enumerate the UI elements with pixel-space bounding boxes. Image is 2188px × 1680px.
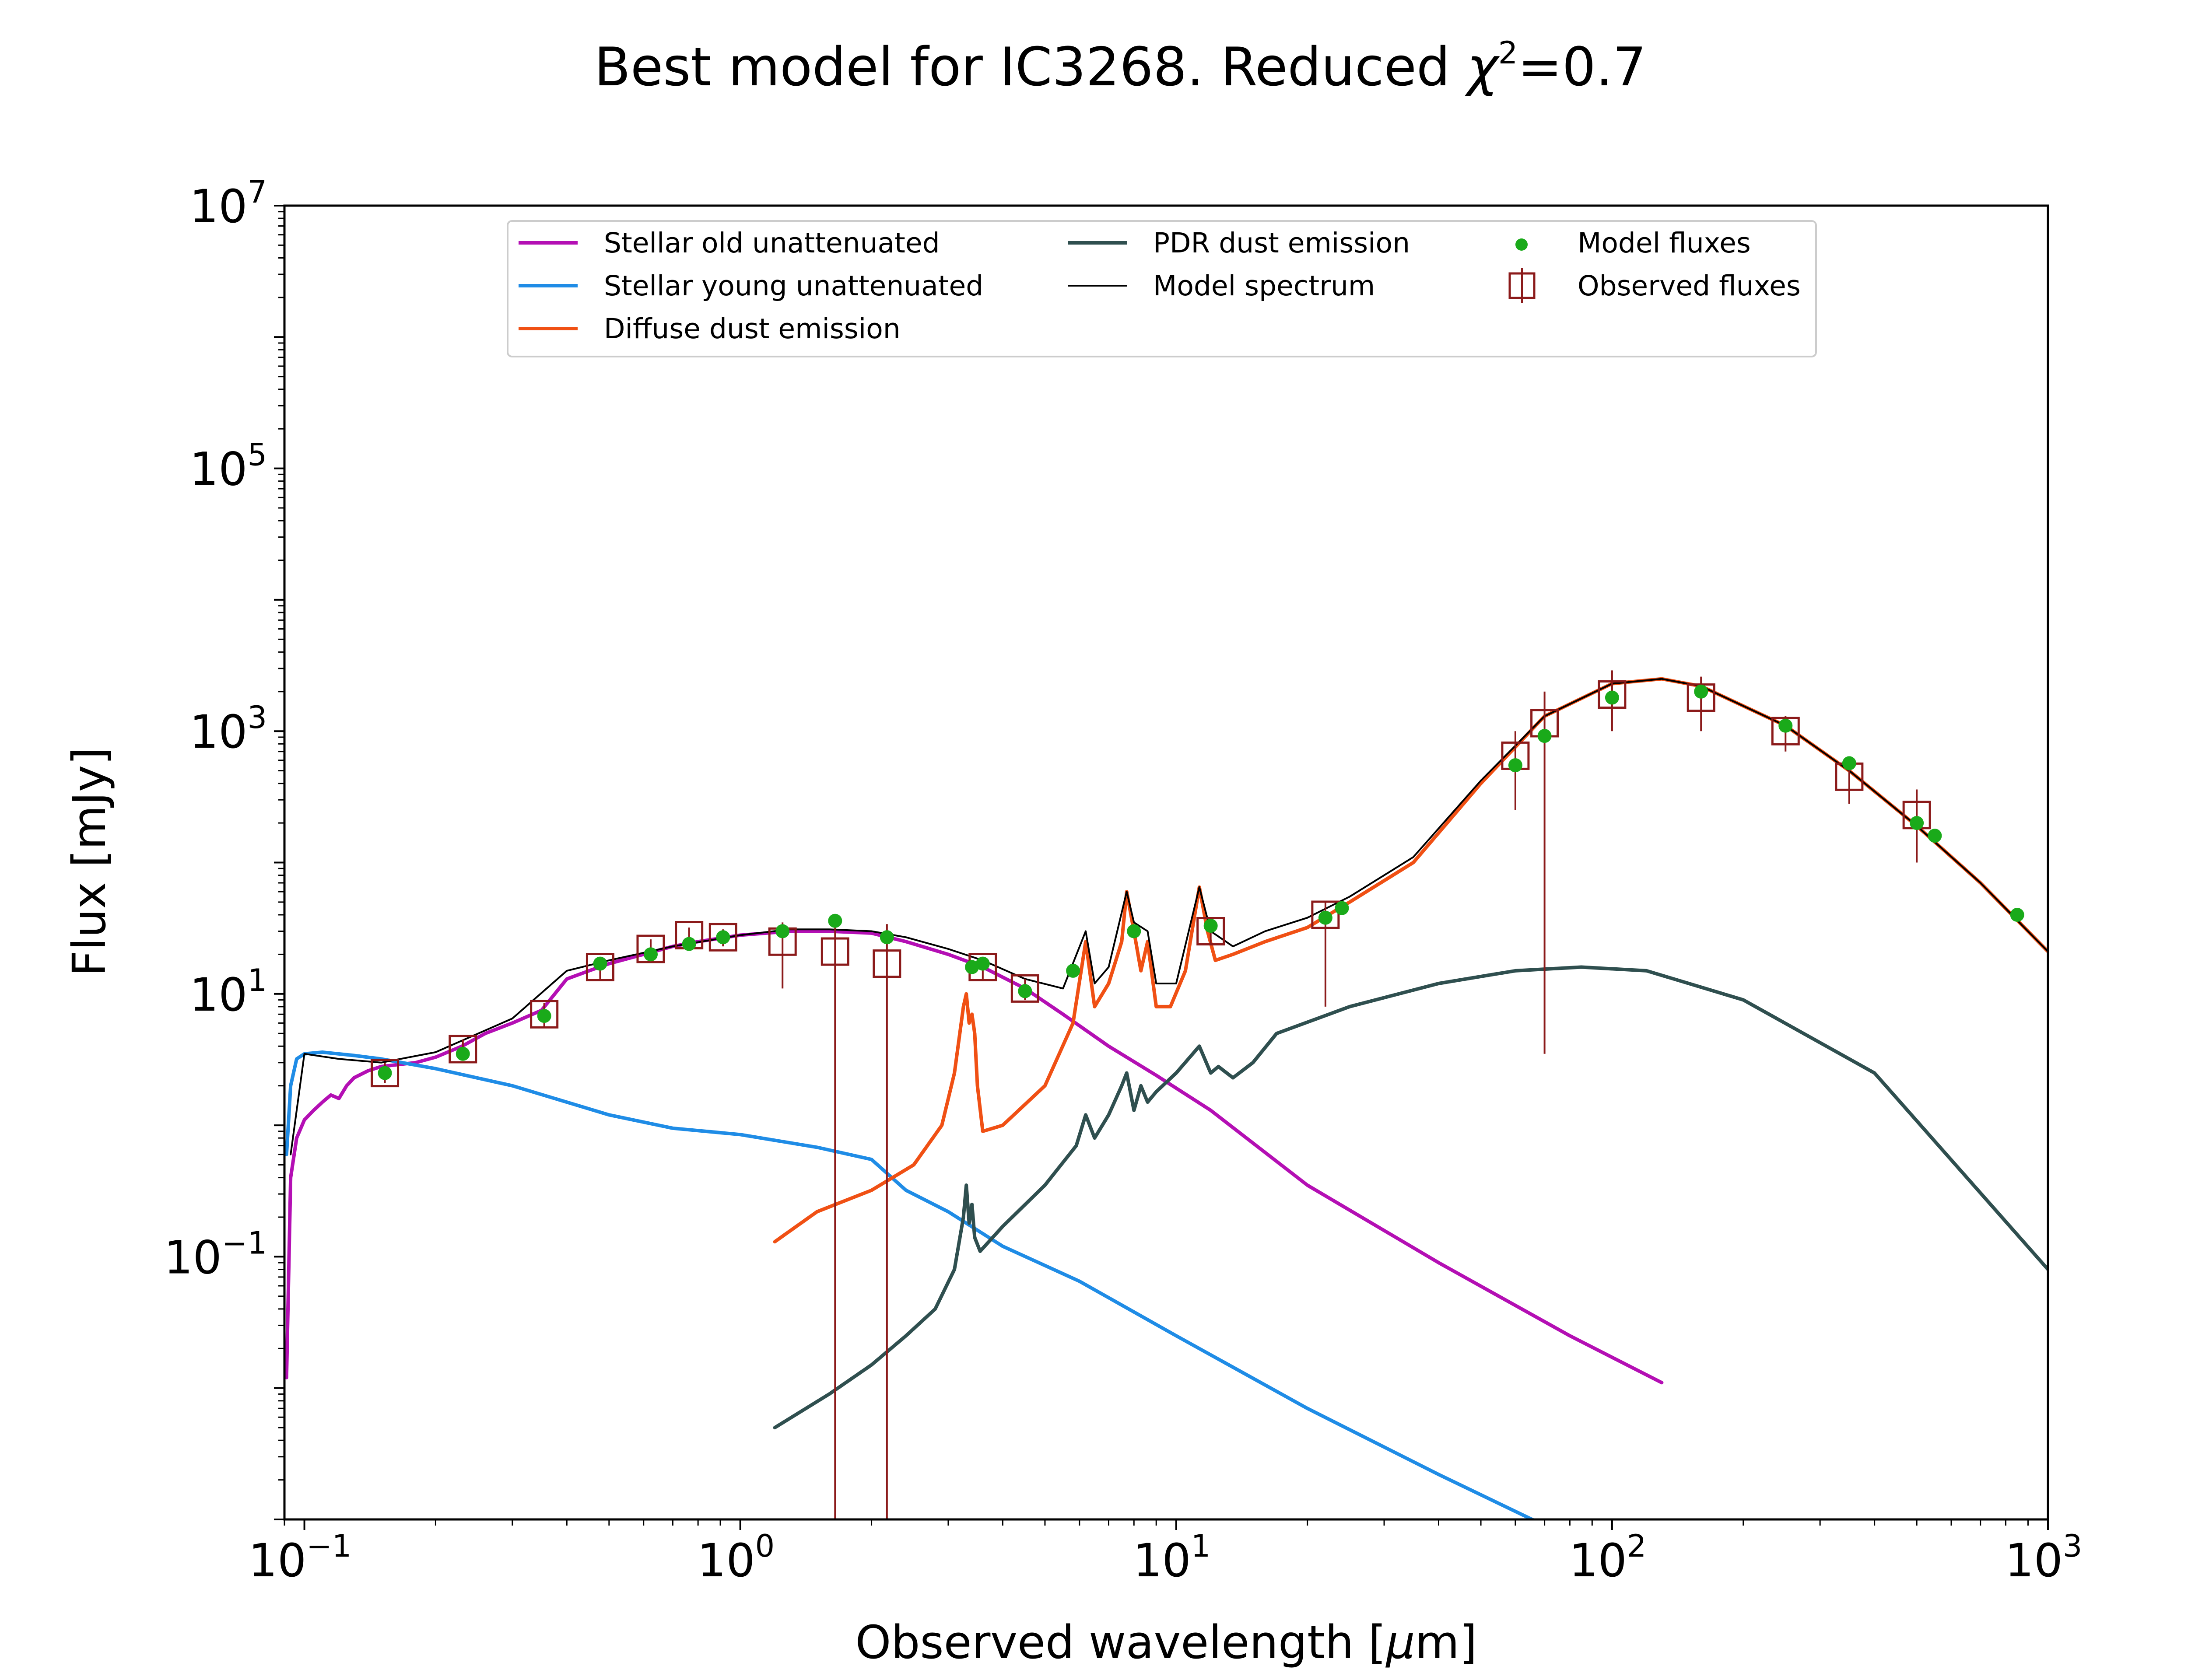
model-flux-point [593, 956, 607, 971]
model-flux-point [975, 956, 990, 971]
model-flux-point [378, 1066, 392, 1080]
model-flux-point [1127, 924, 1141, 938]
observed-flux-marker [873, 949, 901, 978]
legend-swatch-model-fluxes [1515, 238, 1528, 251]
legend-label-pdr-dust-emission: PDR dust emission [1153, 227, 1410, 259]
model-flux-point [1928, 829, 1942, 843]
model-flux-point [1203, 919, 1218, 933]
x-tick-label: 10−1 [249, 1528, 352, 1587]
observed-flux-marker [636, 934, 665, 963]
model-flux-point [1066, 963, 1080, 978]
model-flux-point [456, 1046, 470, 1061]
y-tick-label: 107 [189, 174, 267, 233]
x-tick-label: 103 [2005, 1528, 2083, 1587]
observed-flux-marker [820, 937, 849, 966]
legend-label-observed-fluxes: Observed fluxes [1578, 270, 1801, 302]
y-tick-label: 10−1 [164, 1225, 267, 1284]
legend-label-diffuse-dust-emission: Diffuse dust emission [604, 313, 901, 345]
model-flux-point [537, 1009, 551, 1023]
x-tick-label: 102 [1569, 1528, 1646, 1587]
legend-box [507, 220, 1817, 357]
observed-flux-marker [1196, 917, 1225, 946]
y-axis: 10−1 101 103 105 107 [164, 174, 284, 1520]
series-line-pdr-dust-emission [773, 965, 2048, 1430]
observed-flux-marker [371, 1059, 400, 1088]
x-tick-label: 100 [697, 1528, 775, 1587]
model-flux-point [880, 930, 894, 945]
model-flux-point [1537, 729, 1552, 743]
observed-flux-marker [708, 923, 737, 952]
model-flux-point [682, 937, 696, 951]
observed-flux-marker [1010, 974, 1039, 1003]
model-flux-point [775, 924, 790, 938]
model-flux-point [1318, 910, 1332, 925]
model-flux-point [965, 960, 979, 974]
observed-flux-marker [530, 1000, 559, 1029]
model-flux-point [1335, 901, 1349, 915]
y-tick-label: 105 [189, 437, 267, 496]
legend-label-stellar-young-unattenuated: Stellar young unattenuated [604, 270, 983, 302]
marker-layer [371, 670, 2024, 1519]
observed-flux-marker [586, 953, 614, 982]
observed-flux-marker [1687, 683, 1715, 712]
observed-flux-marker [449, 1035, 477, 1064]
chart-title: Best model for IC3268. Reduced χ2=0.7 [594, 35, 1646, 98]
observed-flux-marker [1311, 900, 1340, 929]
model-flux-point [643, 947, 658, 962]
y-tick-label: 103 [189, 700, 267, 759]
model-flux-point [1910, 816, 1924, 830]
plot-area [283, 204, 2049, 1521]
series-layer [284, 677, 2048, 1519]
x-tick-label: 101 [1133, 1528, 1210, 1587]
x-axis-label: Observed wavelength [μm] [856, 1616, 1477, 1669]
series-line-stellar-young-unattenuated [284, 1050, 1536, 1519]
legend: Stellar old unattenuated Stellar young un… [507, 220, 1817, 357]
observed-flux-marker [1771, 717, 1800, 746]
model-flux-point [1778, 718, 1793, 733]
model-flux-point [716, 930, 730, 945]
model-flux-point [1605, 690, 1619, 705]
y-axis-label: Flux [mJy] [63, 747, 116, 976]
legend-label-model-spectrum: Model spectrum [1153, 270, 1375, 302]
observed-flux-marker [1598, 680, 1627, 709]
model-flux-point [1842, 756, 1856, 770]
model-flux-point [2010, 908, 2024, 922]
y-tick-label: 101 [189, 962, 267, 1022]
legend-label-model-fluxes: Model fluxes [1578, 227, 1751, 259]
legend-label-stellar-old-unattenuated: Stellar old unattenuated [604, 227, 940, 259]
model-flux-point [1018, 984, 1032, 998]
model-flux-point [828, 914, 842, 928]
x-axis: 10−1 100 101 102 103 [249, 1519, 2083, 1587]
model-flux-point [1694, 684, 1708, 699]
model-flux-point [1508, 758, 1522, 773]
